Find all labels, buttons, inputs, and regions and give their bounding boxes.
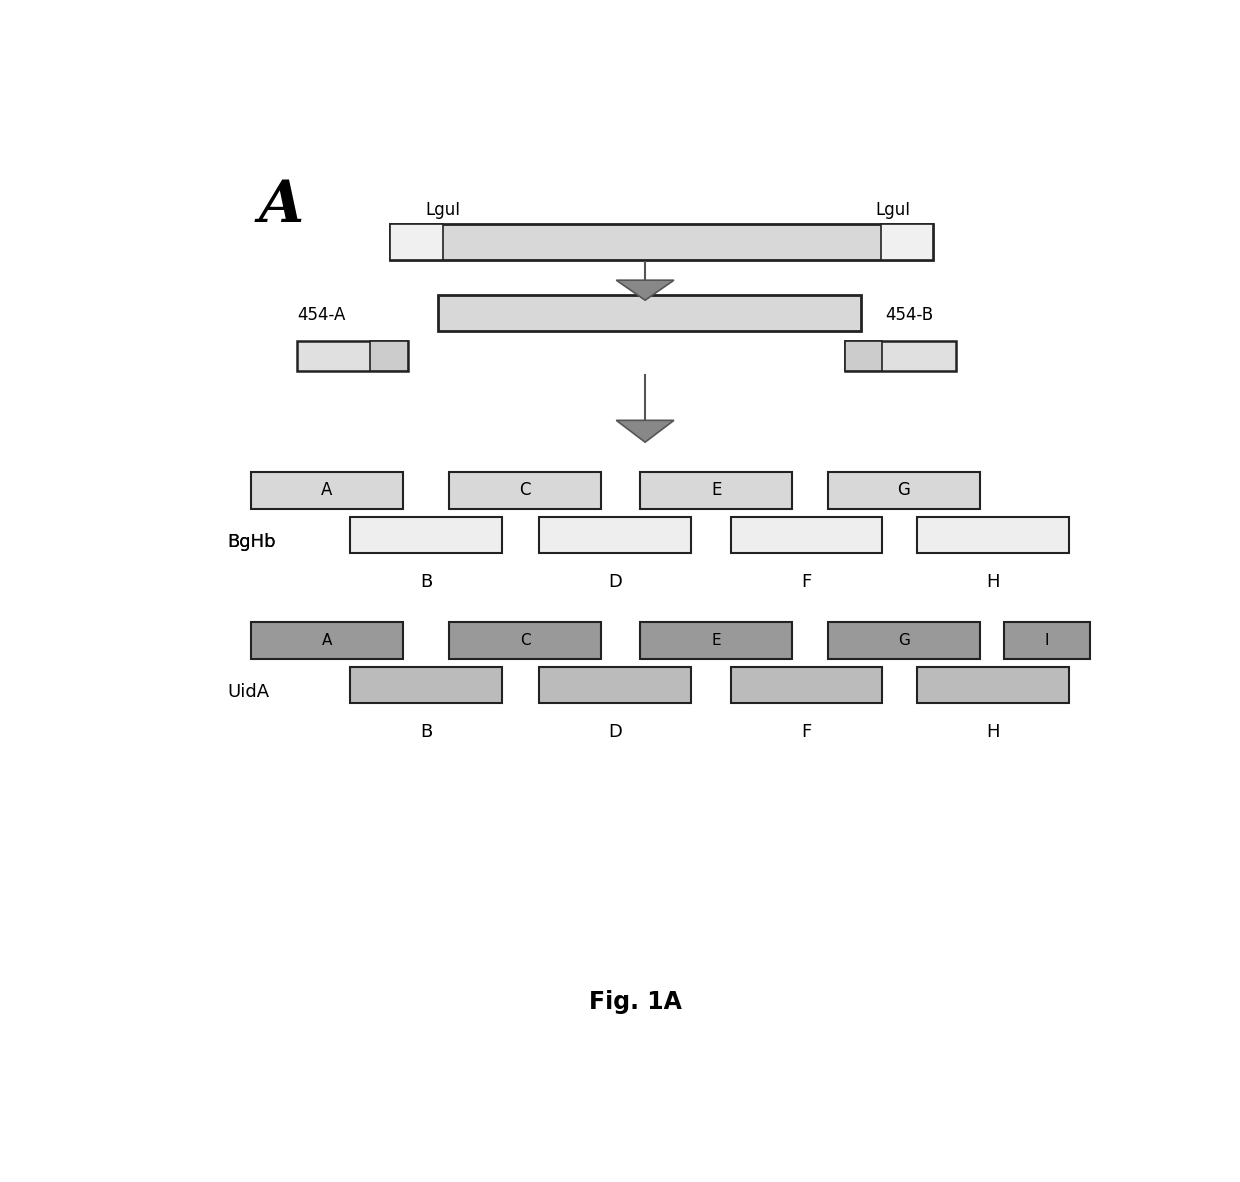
Bar <box>828 623 980 658</box>
Bar <box>918 667 1069 703</box>
Bar <box>371 342 408 371</box>
Bar <box>391 223 934 260</box>
Text: LguI: LguI <box>425 201 461 219</box>
Bar <box>1003 623 1090 658</box>
Bar <box>539 517 691 553</box>
Text: A: A <box>259 178 304 235</box>
Text: H: H <box>986 573 999 591</box>
Bar <box>250 473 403 508</box>
Text: C: C <box>520 481 531 500</box>
Bar <box>439 294 862 331</box>
Text: E: E <box>711 481 722 500</box>
Text: G: G <box>898 481 910 500</box>
Bar <box>844 342 956 371</box>
Text: A: A <box>321 481 332 500</box>
Text: C: C <box>520 634 531 648</box>
Bar <box>298 342 408 371</box>
Bar <box>880 223 934 260</box>
Bar <box>449 473 601 508</box>
Text: D: D <box>609 723 622 741</box>
Text: H: H <box>986 723 999 741</box>
Text: UidA: UidA <box>227 683 269 701</box>
Text: BgHb: BgHb <box>227 533 275 551</box>
Bar <box>918 517 1069 553</box>
Bar <box>350 667 502 703</box>
Bar <box>640 473 792 508</box>
Bar <box>350 517 502 553</box>
Text: BgHb: BgHb <box>227 533 275 551</box>
Bar <box>539 667 691 703</box>
Text: LguI: LguI <box>875 201 910 219</box>
Polygon shape <box>616 280 675 300</box>
Text: B: B <box>420 723 432 741</box>
Bar <box>730 517 883 553</box>
Bar <box>828 473 980 508</box>
Bar <box>640 623 792 658</box>
Bar <box>449 623 601 658</box>
Text: D: D <box>609 573 622 591</box>
Bar <box>391 223 444 260</box>
Text: I: I <box>1044 634 1049 648</box>
Bar <box>844 342 883 371</box>
Text: Fig. 1A: Fig. 1A <box>589 989 682 1014</box>
Text: A: A <box>322 634 332 648</box>
Text: B: B <box>420 573 432 591</box>
Text: E: E <box>712 634 720 648</box>
Text: G: G <box>898 634 910 648</box>
Text: F: F <box>801 723 812 741</box>
Text: F: F <box>801 573 812 591</box>
Bar <box>730 667 883 703</box>
Text: 454-B: 454-B <box>885 306 934 324</box>
Polygon shape <box>616 421 675 442</box>
Text: 454-A: 454-A <box>298 306 346 324</box>
Bar <box>250 623 403 658</box>
